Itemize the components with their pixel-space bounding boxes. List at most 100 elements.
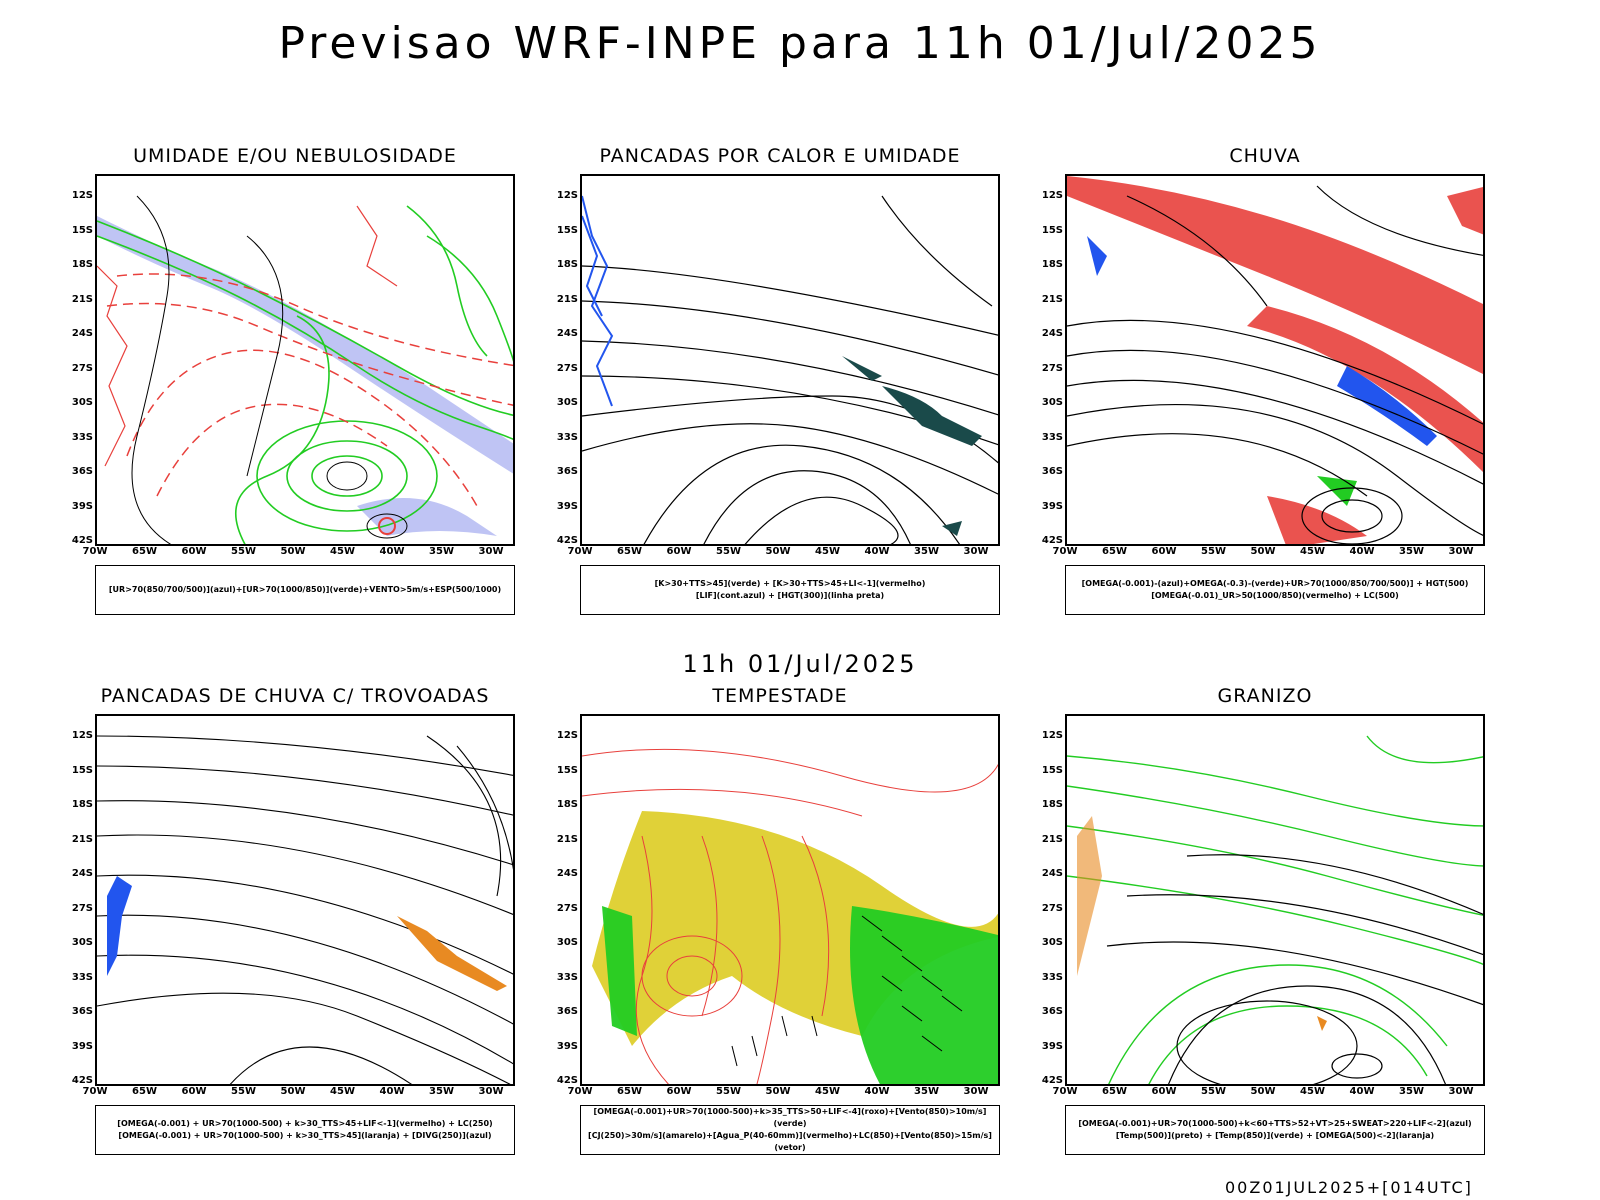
panel-legend: [OMEGA(-0.001) + UR>70(1000-500) + k>30_…: [95, 1105, 515, 1155]
lat-tick-label: 21S: [1041, 293, 1063, 305]
lon-tick-label: 40W: [1349, 1086, 1375, 1097]
lon-tick-label: 45W: [815, 1086, 840, 1097]
lat-tick-label: 21S: [556, 293, 578, 305]
lat-tick-label: 30S: [556, 937, 578, 948]
lon-tick-label: 40W: [864, 546, 890, 557]
lon-tick-label: 50W: [1250, 1086, 1276, 1097]
lat-tick-label: 39S: [1041, 500, 1063, 512]
lat-tick-label: 42S: [1041, 535, 1063, 546]
lon-tick-label: 60W: [181, 1086, 207, 1097]
lat-tick-label: 18S: [1041, 259, 1063, 270]
lat-tick-label: 15S: [1041, 764, 1063, 776]
lat-tick-label: 12S: [1041, 190, 1063, 201]
lon-tick-label: 65W: [1102, 546, 1127, 557]
map-pancadas-trovoadas[interactable]: [95, 714, 515, 1086]
lat-tick-label: 30S: [1041, 397, 1063, 408]
lat-tick-label: 15S: [1041, 224, 1063, 236]
lon-tick-label: 65W: [132, 546, 157, 557]
lat-tick-label: 36S: [71, 1006, 93, 1017]
panel-tempestade: TEMPESTADE 12S 15S 18S 21S 24S 27S 30S 33S 36S 39…: [540, 685, 1020, 1180]
lon-tick-label: 45W: [815, 546, 840, 557]
map-tempestade[interactable]: [580, 714, 1000, 1086]
lat-tick-label: 24S: [556, 328, 578, 339]
lon-tick-label: 65W: [1102, 1086, 1127, 1097]
lat-axis: 12S 15S 18S 21S 24S 27S 30S 33S 36S 39S 42S: [61, 714, 95, 1086]
lon-axis: 70W 65W 60W 55W 50W 45W 40W 35W 30W: [83, 546, 515, 560]
lat-tick-label: 21S: [556, 833, 578, 845]
lon-tick-label: 55W: [716, 1086, 741, 1097]
map-pancadas-calor[interactable]: [580, 174, 1000, 546]
lat-tick-label: 27S: [556, 902, 578, 914]
panel-legend: [OMEGA(-0.001)-(azul)+OMEGA(-0.3)-(verde…: [1065, 565, 1485, 615]
lon-tick-label: 30W: [963, 546, 989, 557]
panel-umidade: UMIDADE E/OU NEBULOSIDADE 12S 15S 18S 21S 24…: [55, 145, 535, 640]
lat-axis: 12S 15S 18S 21S 24S 27S 30S 33S 36S 39S 42S: [61, 174, 95, 546]
lat-tick-label: 12S: [71, 190, 93, 201]
lat-tick-label: 21S: [71, 293, 93, 305]
lat-tick-label: 15S: [71, 224, 93, 236]
lat-axis: 12S 15S 18S 21S 24S 27S 30S 33S 36S 39S 42S: [1031, 174, 1065, 546]
lat-tick-label: 24S: [556, 868, 578, 879]
lat-tick-label: 24S: [71, 868, 93, 879]
lon-axis: 70W 65W 60W 55W 50W 45W 40W 35W 30W: [1053, 546, 1485, 560]
lat-tick-label: 18S: [71, 259, 93, 270]
lat-tick-label: 42S: [71, 1075, 93, 1086]
lon-tick-label: 30W: [1448, 1086, 1474, 1097]
lon-tick-label: 35W: [1399, 1086, 1424, 1097]
lat-tick-label: 33S: [556, 431, 578, 443]
lat-tick-label: 12S: [71, 730, 93, 741]
lat-tick-label: 24S: [1041, 868, 1063, 879]
map-granizo[interactable]: [1065, 714, 1485, 1086]
lat-tick-label: 12S: [556, 730, 578, 741]
lon-tick-label: 70W: [1052, 546, 1078, 557]
panel-chuva: CHUVA 12S 15S 18S 21S 24S 27S 30S 33S 36S 39S 42S …: [1025, 145, 1505, 640]
lat-tick-label: 36S: [556, 1006, 578, 1017]
panel-granizo: GRANIZO 12S 15S 18S 21S 24S 27S 30S 33S 36S 39S 42…: [1025, 685, 1505, 1180]
lat-axis: 12S 15S 18S 21S 24S 27S 30S 33S 36S 39S 42S: [546, 714, 580, 1086]
page-subtitle: 11h 01/Jul/2025: [682, 650, 918, 678]
lon-tick-label: 45W: [1300, 546, 1325, 557]
panel-legend: [K>30+TTS>45](verde) + [K>30+TTS>45+LI<-…: [580, 565, 1000, 615]
lat-tick-label: 39S: [71, 500, 93, 512]
map-chuva[interactable]: [1065, 174, 1485, 546]
lat-tick-label: 33S: [1041, 971, 1063, 983]
panel-title: GRANIZO: [1217, 685, 1313, 707]
lat-tick-label: 30S: [71, 397, 93, 408]
lat-tick-label: 18S: [71, 799, 93, 810]
lat-tick-label: 42S: [1041, 1075, 1063, 1086]
panel-legend: [UR>70(850/700/500)](azul)+[UR>70(1000/8…: [95, 565, 515, 615]
lon-tick-label: 35W: [429, 546, 454, 557]
lat-tick-label: 33S: [71, 431, 93, 443]
lon-tick-label: 50W: [765, 1086, 791, 1097]
lon-tick-label: 40W: [1349, 546, 1375, 557]
lat-tick-label: 24S: [71, 328, 93, 339]
lat-tick-label: 36S: [1041, 1006, 1063, 1017]
lon-axis: 70W 65W 60W 55W 50W 45W 40W 35W 30W: [1053, 1086, 1485, 1100]
lat-tick-label: 42S: [556, 1075, 578, 1086]
lat-tick-label: 30S: [556, 397, 578, 408]
lon-tick-label: 40W: [379, 546, 405, 557]
lon-tick-label: 70W: [567, 1086, 593, 1097]
lat-tick-label: 39S: [556, 500, 578, 512]
lat-tick-label: 36S: [1041, 466, 1063, 477]
map-umidade[interactable]: [95, 174, 515, 546]
lon-tick-label: 30W: [478, 1086, 504, 1097]
lon-tick-label: 70W: [567, 546, 593, 557]
lat-tick-label: 39S: [1041, 1040, 1063, 1052]
lat-tick-label: 33S: [71, 971, 93, 983]
panel-pancadas-calor: PANCADAS POR CALOR E UMIDADE 12S 15S 18S 21…: [540, 145, 1020, 640]
lat-tick-label: 15S: [556, 224, 578, 236]
lon-tick-label: 70W: [1052, 1086, 1078, 1097]
lon-tick-label: 55W: [1201, 546, 1226, 557]
lat-tick-label: 12S: [1041, 730, 1063, 741]
lon-tick-label: 65W: [617, 1086, 642, 1097]
lat-tick-label: 27S: [1041, 362, 1063, 374]
lat-tick-label: 15S: [556, 764, 578, 776]
lon-tick-label: 35W: [1399, 546, 1424, 557]
panel-title: CHUVA: [1229, 145, 1301, 167]
lon-tick-label: 45W: [1300, 1086, 1325, 1097]
panel-legend: [OMEGA(-0.001)+UR>70(1000-500)+k<60+TTS>…: [1065, 1105, 1485, 1155]
lon-tick-label: 55W: [716, 546, 741, 557]
lon-tick-label: 30W: [478, 546, 504, 557]
lon-tick-label: 35W: [914, 1086, 939, 1097]
